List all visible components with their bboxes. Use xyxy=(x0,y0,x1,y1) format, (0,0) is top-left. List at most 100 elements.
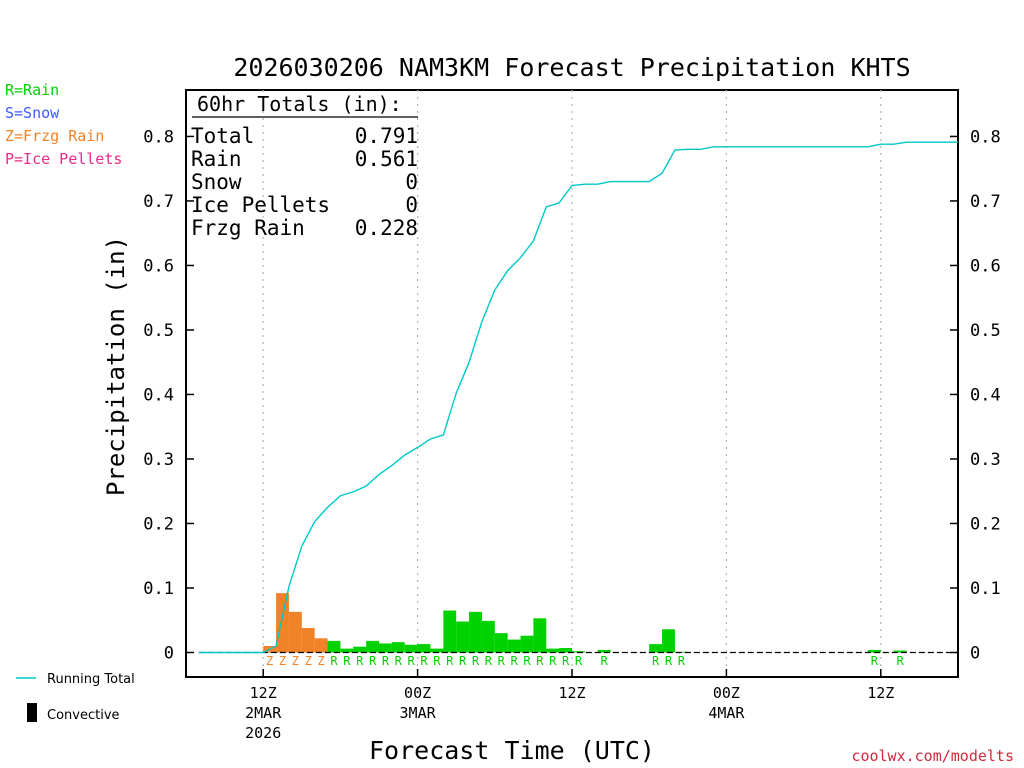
type-mark-14: R xyxy=(433,654,441,668)
precip-bar-13 xyxy=(417,644,431,653)
precip-bar-50 xyxy=(893,650,907,653)
precip-bar-48 xyxy=(867,649,881,653)
x-tick-label-4: 12Z xyxy=(867,684,894,702)
y-axis-right: 0 0.1 0.2 0.3 0.4 0.5 0.6 0.7 0.8 xyxy=(950,127,1001,663)
type-mark-11: R xyxy=(395,654,403,668)
precip-bar-8 xyxy=(353,646,367,653)
type-mark-20: R xyxy=(510,654,518,668)
precip-bar-15 xyxy=(443,610,457,653)
y-tick-label-right-4: 0.4 xyxy=(970,385,1001,405)
running-total-line xyxy=(198,141,958,654)
y-tick-label-right-6: 0.6 xyxy=(970,256,1001,276)
precip-bar-14 xyxy=(430,648,444,653)
x-axis-label: Forecast Time (UTC) xyxy=(369,736,655,765)
y-tick-label-right-8: 0.8 xyxy=(970,127,1001,147)
totals-header: 60hr Totals (in): xyxy=(197,92,402,116)
type-mark-50: R xyxy=(896,654,904,668)
type-mark-48: R xyxy=(871,654,879,668)
precip-bar-2 xyxy=(276,593,289,653)
precip-bar-19 xyxy=(494,633,508,653)
precip-bar-16 xyxy=(456,621,470,653)
type-mark-27: R xyxy=(601,654,609,668)
type-mark-22: R xyxy=(536,654,544,668)
totals-value-2: 0 xyxy=(405,170,418,194)
type-mark-16: R xyxy=(459,654,467,668)
totals-label-4: Frzg Rain xyxy=(191,216,305,240)
type-mark-4: Z xyxy=(305,654,312,668)
type-mark-2: Z xyxy=(279,654,286,668)
precip-bar-23 xyxy=(546,648,560,653)
precip-bar-11 xyxy=(391,642,405,653)
totals-box: 60hr Totals (in): Total 0.791 Rain 0.561 Snow… xyxy=(191,92,418,240)
precip-bar-32 xyxy=(662,629,675,653)
y-tick-label-left-1: 0.1 xyxy=(143,579,174,599)
totals-label-0: Total xyxy=(191,124,254,148)
precip-bar-24 xyxy=(559,647,572,653)
type-mark-32: R xyxy=(665,654,673,668)
totals-label-3: Ice Pellets xyxy=(191,193,330,217)
precip-bar-7 xyxy=(340,648,354,653)
precip-bar-3 xyxy=(288,611,302,653)
type-mark-24: R xyxy=(562,654,570,668)
precip-type-legend: R=Rain S=Snow Z=Frzg Rain P=Ice Pellets xyxy=(5,81,122,168)
x-axis: 12Z 2MAR 2026 00Z 3MAR 12Z 00Z 4MAR 12Z xyxy=(245,669,894,742)
type-mark-17: R xyxy=(472,654,480,668)
y-axis-label: Precipitation (in) xyxy=(102,236,130,496)
y-tick-label-right-3: 0.3 xyxy=(970,450,1001,470)
type-mark-7: R xyxy=(343,654,351,668)
x-tick-label-0: 12Z xyxy=(250,684,277,702)
y-tick-label-right-5: 0.5 xyxy=(970,321,1001,341)
y-tick-label-left-2: 0.2 xyxy=(143,514,174,534)
y-tick-label-left-4: 0.4 xyxy=(143,385,174,405)
precip-bar-27 xyxy=(597,649,611,653)
grid-lines xyxy=(262,90,882,677)
type-mark-33: R xyxy=(678,654,686,668)
x-tick-date-3: 4MAR xyxy=(708,704,745,722)
y-tick-label-right-2: 0.2 xyxy=(970,514,1001,534)
chart-title: 2026030206 NAM3KM Forecast Precipitation… xyxy=(233,53,910,82)
precip-bar-5 xyxy=(314,638,328,653)
precip-bar-10 xyxy=(379,643,392,653)
y-tick-label-left-3: 0.3 xyxy=(143,450,174,470)
type-mark-8: R xyxy=(356,654,364,668)
totals-label-2: Snow xyxy=(191,170,242,194)
x-tick-label-3: 00Z xyxy=(713,684,740,702)
x-tick-date-0: 2MAR xyxy=(245,704,282,722)
legend-type-S: S=Snow xyxy=(5,104,60,122)
precip-bar-4 xyxy=(301,627,315,653)
legend-type-Z: Z=Frzg Rain xyxy=(5,127,104,145)
precip-bar-21 xyxy=(520,635,534,653)
type-mark-13: R xyxy=(420,654,428,668)
legend-type-P: P=Ice Pellets xyxy=(5,150,122,168)
precip-bar-12 xyxy=(404,644,418,653)
type-mark-19: R xyxy=(498,654,506,668)
type-mark-12: R xyxy=(408,654,416,668)
y-tick-label-left-6: 0.6 xyxy=(143,256,174,276)
x-tick-label-1: 00Z xyxy=(404,684,431,702)
y-tick-label-left-7: 0.7 xyxy=(143,192,174,212)
y-tick-label-left-0: 0 xyxy=(164,643,174,663)
type-mark-31: R xyxy=(652,654,660,668)
precip-bars xyxy=(263,593,907,653)
totals-value-3: 0 xyxy=(405,193,418,217)
type-mark-25: R xyxy=(575,654,583,668)
y-tick-label-right-7: 0.7 xyxy=(970,192,1001,212)
legend-type-R: R=Rain xyxy=(5,81,59,99)
credit-text: coolwx.com/modelts xyxy=(851,747,1014,765)
x-tick-year-0: 2026 xyxy=(245,724,281,742)
precip-bar-6 xyxy=(327,640,341,653)
y-tick-label-right-0: 0 xyxy=(970,643,980,663)
type-mark-23: R xyxy=(549,654,557,668)
y-tick-label-left-5: 0.5 xyxy=(143,321,174,341)
type-mark-18: R xyxy=(485,654,493,668)
totals-value-1: 0.561 xyxy=(355,147,418,171)
precip-bar-17 xyxy=(469,611,482,653)
totals-value-4: 0.228 xyxy=(355,216,418,240)
legend-convective-swatch xyxy=(27,703,37,722)
type-mark-5: Z xyxy=(317,654,324,668)
type-mark-9: R xyxy=(369,654,377,668)
precip-bar-18 xyxy=(481,620,495,653)
totals-value-0: 0.791 xyxy=(355,124,418,148)
